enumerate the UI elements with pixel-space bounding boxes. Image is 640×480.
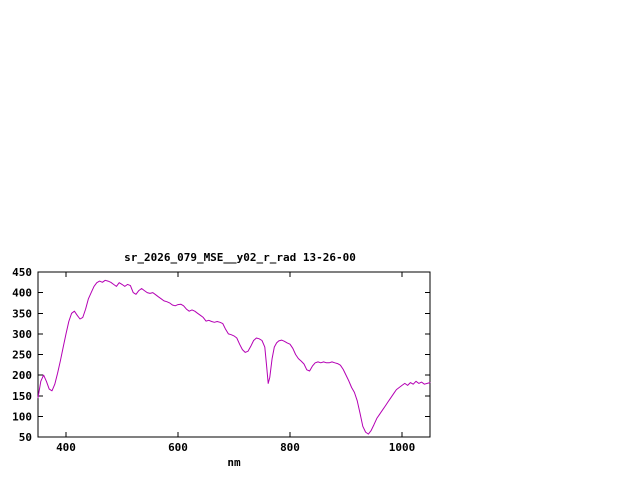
- y-tick-label: 50: [19, 431, 32, 444]
- y-tick-label: 150: [12, 390, 32, 403]
- y-tick-label: 100: [12, 410, 32, 423]
- x-tick-label: 800: [280, 441, 300, 454]
- y-tick-label: 350: [12, 307, 32, 320]
- x-tick-label: 400: [56, 441, 76, 454]
- x-tick-label: 1000: [389, 441, 416, 454]
- plot-border: [37, 271, 431, 438]
- y-tick-label: 450: [12, 266, 32, 279]
- spectrum-line: [37, 279, 431, 435]
- y-tick-label: 200: [12, 369, 32, 382]
- axis-tick-labels: 400 600 800 1000 50 100 150 200 250 300 350 400 450: [12, 266, 415, 454]
- y-tick-label: 300: [12, 328, 32, 341]
- x-tick-label: 600: [168, 441, 188, 454]
- x-axis-label: nm: [227, 456, 241, 469]
- axis-ticks: [38, 271, 430, 438]
- y-tick-label: 400: [12, 287, 32, 300]
- y-tick-label: 250: [12, 349, 32, 362]
- chart-title: sr_2026_079_MSE__y02_r_rad 13-26-00: [124, 251, 356, 264]
